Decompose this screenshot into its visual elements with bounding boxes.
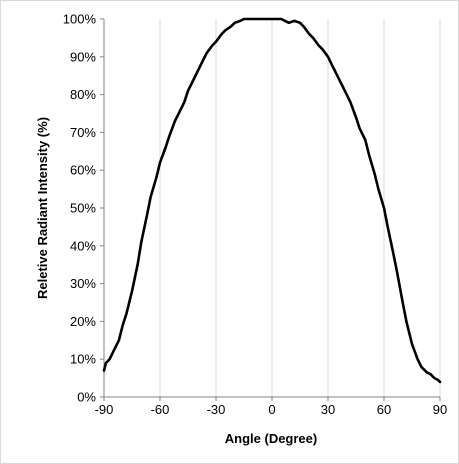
x-tick-label: 90: [433, 402, 447, 417]
x-tick-label: 60: [377, 402, 391, 417]
y-tick-label: 30%: [70, 276, 96, 291]
series-line: [102, 17, 442, 384]
y-tick-label: 70%: [70, 125, 96, 140]
y-tick-label: 60%: [70, 163, 96, 178]
y-tick-label: 50%: [70, 201, 96, 216]
grid: [159, 19, 441, 397]
x-tick-label: -60: [151, 402, 170, 417]
x-tick-label: 30: [321, 402, 335, 417]
y-tick-label: 20%: [70, 314, 96, 329]
y-tick-labels: 0% 10% 20% 30% 40% 50% 60% 70% 80% 90% 100%: [63, 12, 97, 405]
y-tick-label: 10%: [70, 352, 96, 367]
y-axis-title: Reletive Radiant Intensity (%): [35, 117, 50, 299]
y-tick-label: 100%: [63, 12, 97, 27]
axes: [100, 18, 441, 401]
series-layer: [102, 17, 442, 384]
x-tick-label: -90: [95, 402, 114, 417]
x-tick-label: -30: [207, 402, 226, 417]
x-tick-labels: -90 -60 -30 0 30 60 90: [95, 402, 448, 417]
x-tick-label: 0: [268, 402, 275, 417]
y-tick-label: 0%: [77, 390, 96, 405]
y-tick-label: 40%: [70, 238, 96, 253]
x-axis-title: Angle (Degree): [225, 431, 317, 446]
y-tick-label: 80%: [70, 87, 96, 102]
y-tick-label: 90%: [70, 49, 96, 64]
